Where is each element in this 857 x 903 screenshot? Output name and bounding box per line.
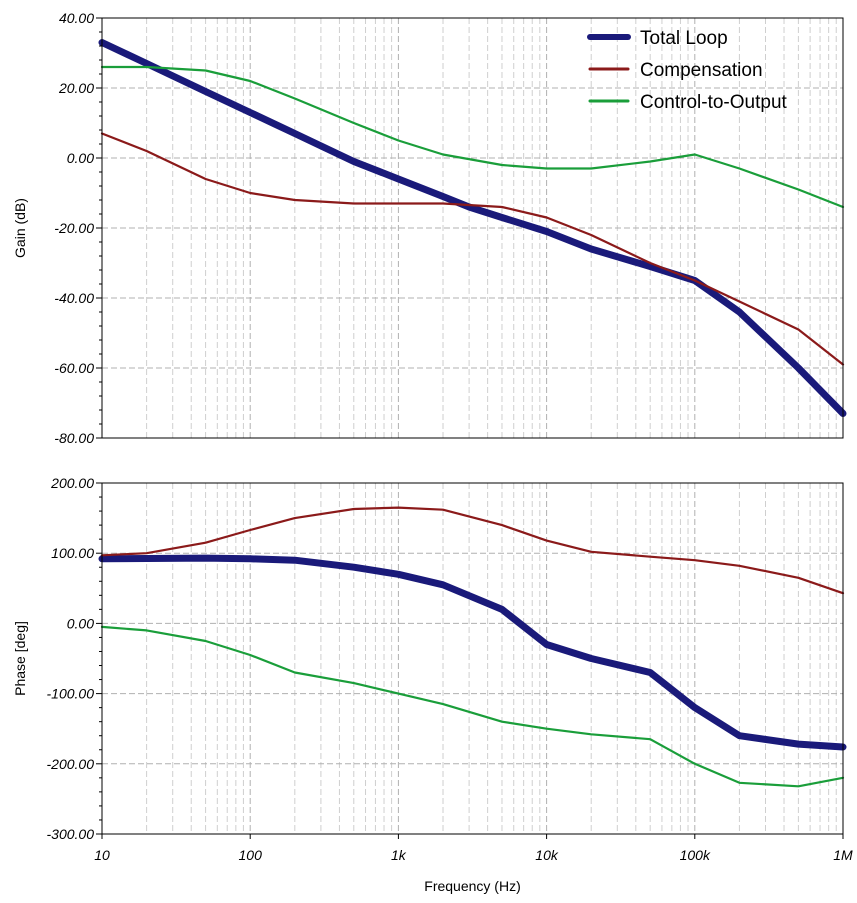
legend-label: Total Loop bbox=[640, 28, 728, 49]
series-line-total-loop bbox=[98, 554, 847, 751]
y-axis-title: Phase [deg] bbox=[12, 621, 28, 696]
legend-label: Control-to-Output bbox=[640, 92, 788, 113]
series-line-total-loop bbox=[98, 39, 847, 417]
series-line-compensation bbox=[100, 132, 845, 366]
y-tick-label: -300.00 bbox=[47, 826, 95, 842]
y-tick-label: 200.00 bbox=[50, 475, 94, 491]
x-tick-label: 10k bbox=[535, 847, 559, 863]
x-tick-label: 1M bbox=[833, 847, 853, 863]
series-line-control-to-output bbox=[100, 65, 845, 209]
series-line-compensation bbox=[100, 506, 845, 595]
x-axis-title: Frequency (Hz) bbox=[424, 878, 520, 894]
y-tick-label: -40.00 bbox=[54, 290, 94, 306]
series-line-control-to-output bbox=[100, 625, 845, 788]
y-tick-label: -60.00 bbox=[54, 360, 94, 376]
legend-label: Compensation bbox=[640, 60, 763, 81]
x-tick-label: 100k bbox=[680, 847, 711, 863]
y-tick-label: -100.00 bbox=[47, 686, 95, 702]
y-tick-label: -200.00 bbox=[47, 756, 95, 772]
y-tick-label: -20.00 bbox=[54, 220, 94, 236]
y-axis-title: Gain (dB) bbox=[12, 198, 28, 258]
x-tick-label: 1k bbox=[391, 847, 407, 863]
y-tick-label: 0.00 bbox=[67, 615, 94, 631]
y-tick-label: 0.00 bbox=[67, 150, 94, 166]
y-tick-label: -80.00 bbox=[54, 430, 94, 446]
y-tick-label: 100.00 bbox=[51, 545, 94, 561]
x-tick-label: 10 bbox=[94, 847, 110, 863]
y-tick-label: 20.00 bbox=[58, 80, 94, 96]
x-tick-label: 100 bbox=[239, 847, 263, 863]
y-tick-label: 40.00 bbox=[59, 10, 94, 26]
plot-frame bbox=[101, 482, 844, 835]
